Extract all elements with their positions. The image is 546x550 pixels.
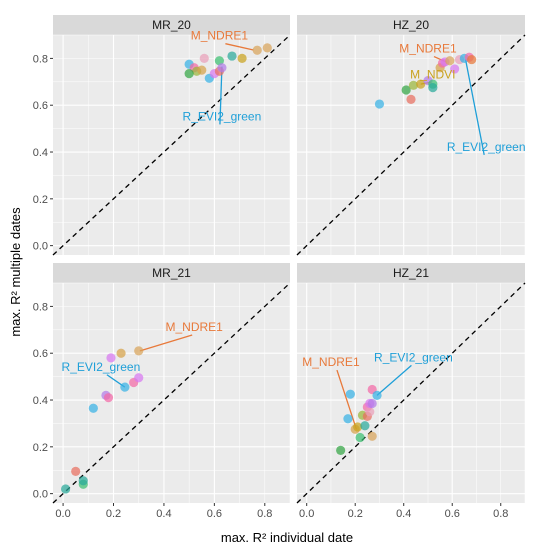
x-tick-label: 0.4 <box>396 508 411 520</box>
data-point <box>252 45 262 55</box>
data-point <box>367 431 377 441</box>
panel-HZ_21: HZ_21 M_NDRE1 R_EVI2_green 0.0 0.2 0.4 0.6 0.8 <box>296 263 526 520</box>
data-point <box>134 346 144 356</box>
annotation-label: R_EVI2_green <box>183 109 262 123</box>
data-point <box>214 56 225 66</box>
data-point <box>374 99 385 109</box>
data-point <box>372 390 382 400</box>
data-point <box>61 484 71 494</box>
x-tick-label: 0.0 <box>55 508 70 520</box>
data-point <box>401 85 411 95</box>
data-point <box>355 432 365 443</box>
data-point <box>408 80 419 90</box>
one-to-one-line <box>296 34 526 256</box>
annotation-leader <box>336 369 358 430</box>
data-point <box>116 348 126 358</box>
panel-background <box>53 35 290 255</box>
annotation-label: M_NDVI <box>410 67 455 81</box>
one-to-one-line <box>296 282 526 504</box>
annotation-label: M_NDRE1 <box>302 355 360 369</box>
annotation-label: R_EVI2_green <box>447 140 526 154</box>
data-point <box>184 69 194 79</box>
data-point <box>197 65 207 75</box>
facet-panels: MR_20M_NDRE1R_EVI2_green0.00.20.40.60.8H… <box>33 15 526 520</box>
annotation-label: R_EVI2_green <box>374 350 453 364</box>
y-tick-label: 0.4 <box>33 147 48 159</box>
data-point <box>345 389 355 399</box>
panel-title: MR_20 <box>152 18 191 32</box>
x-axis-title: max. R² individual date <box>221 530 353 545</box>
data-point <box>88 403 98 413</box>
data-point <box>71 466 81 477</box>
annotation-label: M_NDRE1 <box>191 29 249 43</box>
data-point <box>360 421 370 431</box>
data-point <box>450 64 460 74</box>
data-point <box>365 407 375 417</box>
x-tick-label: 0.8 <box>257 508 272 520</box>
data-point <box>134 373 144 383</box>
data-point <box>467 54 477 65</box>
annotation-label: M_NDRE1 <box>399 42 457 56</box>
panel-MR_20: MR_20M_NDRE1 R_EVI2_green 0.0 0.2 0.4 0.6 0.8 <box>33 15 291 256</box>
data-point <box>353 422 363 432</box>
y-tick-label: 0.8 <box>33 53 48 65</box>
strip-background <box>297 15 525 35</box>
data-point <box>367 398 377 409</box>
data-point <box>428 83 438 93</box>
y-tick-label: 0.0 <box>33 489 48 501</box>
strip-background <box>53 15 290 35</box>
panel-title: HZ_20 <box>393 18 429 32</box>
data-point <box>78 476 88 486</box>
x-tick-label: 0.2 <box>348 508 363 520</box>
data-point <box>237 53 247 64</box>
x-tick-label: 0.0 <box>299 508 314 520</box>
y-tick-label: 0.4 <box>33 395 48 407</box>
data-point <box>343 414 353 424</box>
data-point <box>336 445 346 455</box>
y-axis-title: max. R² multiple dates <box>8 207 23 337</box>
x-tick-label: 0.2 <box>106 508 121 520</box>
panel-title: MR_21 <box>152 266 191 280</box>
data-point <box>106 353 116 363</box>
x-tick-label: 0.6 <box>207 508 222 520</box>
panel-title: HZ_21 <box>393 266 429 280</box>
y-tick-label: 0.0 <box>33 241 48 253</box>
data-point <box>416 79 426 89</box>
annotation-leader <box>139 334 193 352</box>
x-tick-label: 0.4 <box>156 508 171 520</box>
y-tick-label: 0.6 <box>33 348 48 360</box>
annotation-leader <box>464 59 485 155</box>
data-point <box>445 56 455 66</box>
x-tick-label: 0.8 <box>493 508 508 520</box>
data-point <box>217 63 227 73</box>
annotation-label: M_NDRE1 <box>166 320 224 334</box>
panel-HZ_20: HZ_20 M_NDRE1 M_NDVI R_EVI2_green <box>296 15 526 256</box>
y-tick-label: 0.8 <box>33 301 48 313</box>
strip-background <box>297 263 525 283</box>
annotation-leader <box>376 364 412 396</box>
strip-background <box>53 263 290 283</box>
data-point <box>227 51 237 61</box>
annotation-label: R_EVI2_green <box>62 360 141 374</box>
y-tick-label: 0.2 <box>33 442 48 454</box>
panel-background <box>53 283 290 503</box>
data-point <box>406 94 416 104</box>
panel-MR_21: MR_21 M_NDRE1 R_EVI2_green 0.0 0.2 0.4 0.6 0.8 0… <box>33 263 291 520</box>
x-tick-label: 0.6 <box>445 508 460 520</box>
data-point <box>103 393 114 403</box>
data-point <box>120 382 130 392</box>
data-point <box>199 53 209 64</box>
data-point <box>262 43 272 53</box>
y-tick-label: 0.6 <box>33 100 48 112</box>
annotation-leader <box>219 66 223 125</box>
annotation-leader <box>225 43 254 51</box>
y-tick-label: 0.2 <box>33 194 48 206</box>
